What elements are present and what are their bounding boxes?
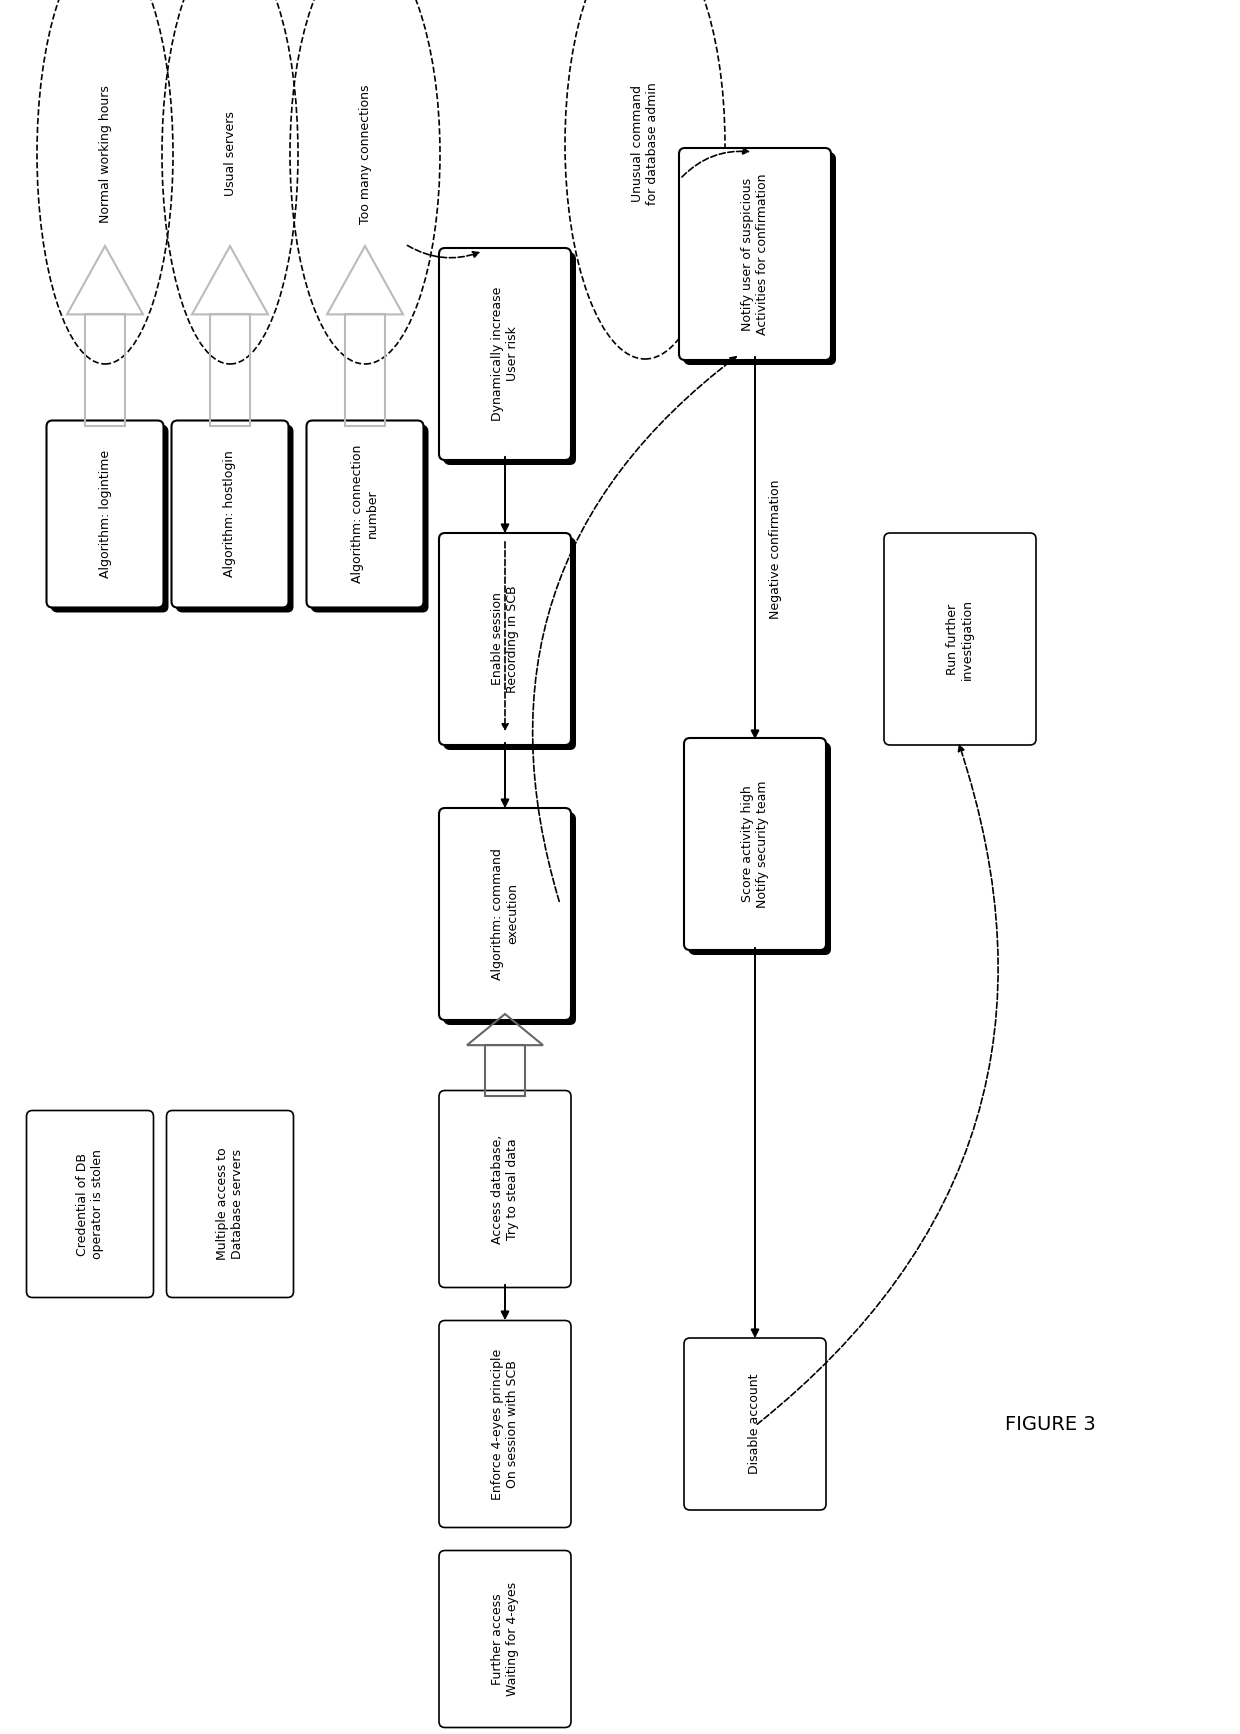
Text: Unusual command
for database admin: Unusual command for database admin bbox=[631, 83, 658, 205]
Text: Too many connections: Too many connections bbox=[358, 85, 372, 224]
FancyBboxPatch shape bbox=[443, 538, 575, 749]
Text: Credential of DB
operator is stolen: Credential of DB operator is stolen bbox=[76, 1150, 104, 1259]
FancyBboxPatch shape bbox=[444, 813, 577, 1025]
FancyBboxPatch shape bbox=[176, 425, 293, 612]
FancyBboxPatch shape bbox=[439, 1091, 570, 1288]
Text: Algorithm: hostlogin: Algorithm: hostlogin bbox=[223, 451, 237, 577]
FancyBboxPatch shape bbox=[684, 739, 826, 950]
Text: Algorithm: connection
number: Algorithm: connection number bbox=[351, 446, 379, 583]
FancyBboxPatch shape bbox=[684, 153, 836, 364]
Text: Usual servers: Usual servers bbox=[223, 111, 237, 196]
Text: Run further
investigation: Run further investigation bbox=[946, 598, 973, 680]
Text: Further access
Waiting for 4-eyes: Further access Waiting for 4-eyes bbox=[491, 1581, 520, 1696]
FancyBboxPatch shape bbox=[444, 253, 577, 465]
FancyBboxPatch shape bbox=[171, 421, 289, 607]
FancyBboxPatch shape bbox=[689, 742, 831, 955]
Text: Algorithm: command
execution: Algorithm: command execution bbox=[491, 848, 520, 980]
FancyBboxPatch shape bbox=[688, 742, 830, 954]
FancyBboxPatch shape bbox=[680, 147, 831, 361]
Text: FIGURE 3: FIGURE 3 bbox=[1004, 1415, 1095, 1434]
FancyBboxPatch shape bbox=[443, 251, 575, 465]
FancyBboxPatch shape bbox=[439, 808, 570, 1020]
FancyBboxPatch shape bbox=[166, 1110, 294, 1297]
Text: Normal working hours: Normal working hours bbox=[98, 85, 112, 224]
FancyBboxPatch shape bbox=[311, 425, 429, 612]
FancyBboxPatch shape bbox=[684, 1339, 826, 1510]
FancyBboxPatch shape bbox=[683, 153, 835, 364]
Text: Disable account: Disable account bbox=[749, 1373, 761, 1474]
FancyBboxPatch shape bbox=[443, 812, 575, 1025]
Text: Access database,
Try to steal data: Access database, Try to steal data bbox=[491, 1134, 520, 1243]
FancyBboxPatch shape bbox=[176, 425, 294, 612]
Text: Notify user of suspicious
Activities for confirmation: Notify user of suspicious Activities for… bbox=[742, 173, 769, 335]
FancyBboxPatch shape bbox=[26, 1110, 154, 1297]
FancyBboxPatch shape bbox=[51, 425, 167, 612]
FancyBboxPatch shape bbox=[439, 532, 570, 746]
FancyBboxPatch shape bbox=[444, 538, 577, 751]
Text: Enable session
Recording in SCB: Enable session Recording in SCB bbox=[491, 584, 520, 694]
Text: Dynamically increase
User risk: Dynamically increase User risk bbox=[491, 286, 520, 421]
FancyBboxPatch shape bbox=[439, 1321, 570, 1528]
Text: Enforce 4-eyes principle
On session with SCB: Enforce 4-eyes principle On session with… bbox=[491, 1349, 520, 1500]
Text: Negative confirmation: Negative confirmation bbox=[769, 479, 781, 619]
FancyBboxPatch shape bbox=[439, 248, 570, 460]
FancyBboxPatch shape bbox=[52, 425, 169, 612]
FancyBboxPatch shape bbox=[884, 532, 1035, 746]
Text: Algorithm: logintime: Algorithm: logintime bbox=[98, 449, 112, 577]
FancyBboxPatch shape bbox=[306, 421, 424, 607]
FancyBboxPatch shape bbox=[439, 1550, 570, 1727]
Text: Score activity high
Notify security team: Score activity high Notify security team bbox=[742, 780, 769, 909]
FancyBboxPatch shape bbox=[310, 425, 428, 612]
FancyBboxPatch shape bbox=[47, 421, 164, 607]
Text: Multiple access to
Database servers: Multiple access to Database servers bbox=[216, 1148, 244, 1261]
